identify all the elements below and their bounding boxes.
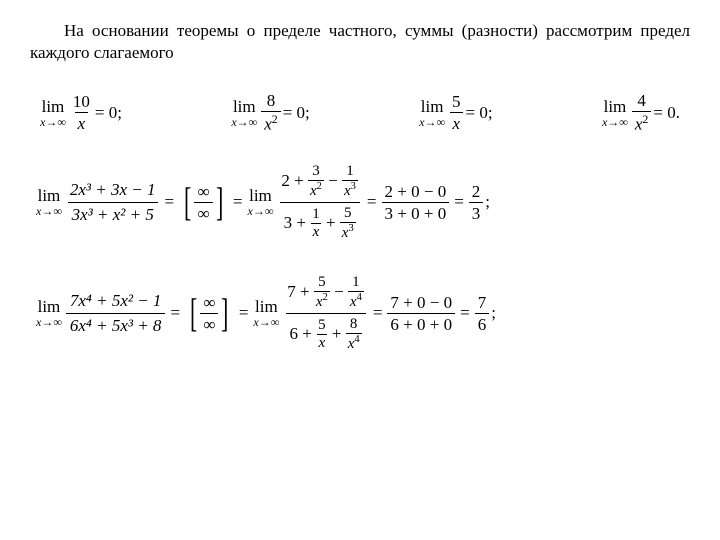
semicolon: ; [491, 303, 496, 323]
equals: = [454, 192, 464, 212]
equals: = [165, 192, 175, 212]
lim-symbol: lim x→∞ [419, 98, 445, 128]
equals: = [373, 303, 383, 323]
equals: = [367, 192, 377, 212]
limit-1c: lim x→∞ 5 x = 0; [419, 93, 492, 132]
equals: = [170, 303, 180, 323]
semicolon: ; [485, 192, 490, 212]
equals: = [239, 303, 249, 323]
fraction: 4 x2 [632, 92, 652, 133]
intro-paragraph: На основании теоремы о пределе частного,… [30, 20, 690, 64]
fraction: 5 x [449, 93, 464, 132]
lim-symbol: lim x→∞ [248, 187, 274, 217]
result: = 0; [466, 103, 493, 123]
result-fraction: 2 3 [469, 183, 484, 222]
lhs-fraction: 7x⁴ + 5x² − 1 6x⁴ + 5x³ + 8 [66, 289, 166, 338]
limit-row-2: lim x→∞ 2x³ + 3x − 1 3x³ + x² + 5 = [ ∞ … [30, 161, 690, 244]
calc-fraction: 7 + 0 − 0 6 + 0 + 0 [387, 294, 455, 333]
indeterminate-bracket: [ ∞ ∞ ] [187, 294, 232, 333]
limit-1a: lim x→∞ 10 x = 0; [40, 93, 122, 132]
result: = 0; [283, 103, 310, 123]
lim-symbol: lim x→∞ [253, 298, 279, 328]
lhs-fraction: 2x³ + 3x − 1 3x³ + x² + 5 [66, 178, 160, 227]
limit-1d: lim x→∞ 4 x2 = 0. [602, 92, 680, 133]
equals: = [460, 303, 470, 323]
lim-symbol: lim x→∞ [40, 98, 66, 128]
equals: = [233, 192, 243, 212]
indeterminate-bracket: [ ∞ ∞ ] [181, 183, 226, 222]
lim-symbol: lim x→∞ [602, 98, 628, 128]
calc-fraction: 2 + 0 − 0 3 + 0 + 0 [382, 183, 450, 222]
result: = 0. [653, 103, 680, 123]
result-fraction: 7 6 [475, 294, 490, 333]
fraction: 10 x [70, 93, 93, 132]
limit-1b: lim x→∞ 8 x2 = 0; [231, 92, 309, 133]
limit-row-1: lim x→∞ 10 x = 0; lim x→∞ 8 x2 = 0; lim … [30, 92, 690, 133]
lim-symbol: lim x→∞ [36, 187, 62, 217]
divided-fraction: 2 + 3x2 − 1x3 3 + 1x + 5x3 [277, 161, 362, 244]
fraction: 8 x2 [261, 92, 281, 133]
limit-row-3: lim x→∞ 7x⁴ + 5x² − 1 6x⁴ + 5x³ + 8 = [ … [30, 272, 690, 355]
result: = 0; [95, 103, 122, 123]
lim-symbol: lim x→∞ [36, 298, 62, 328]
lim-symbol: lim x→∞ [231, 98, 257, 128]
divided-fraction: 7 + 5x2 − 1x4 6 + 5x + 8x4 [283, 272, 368, 355]
